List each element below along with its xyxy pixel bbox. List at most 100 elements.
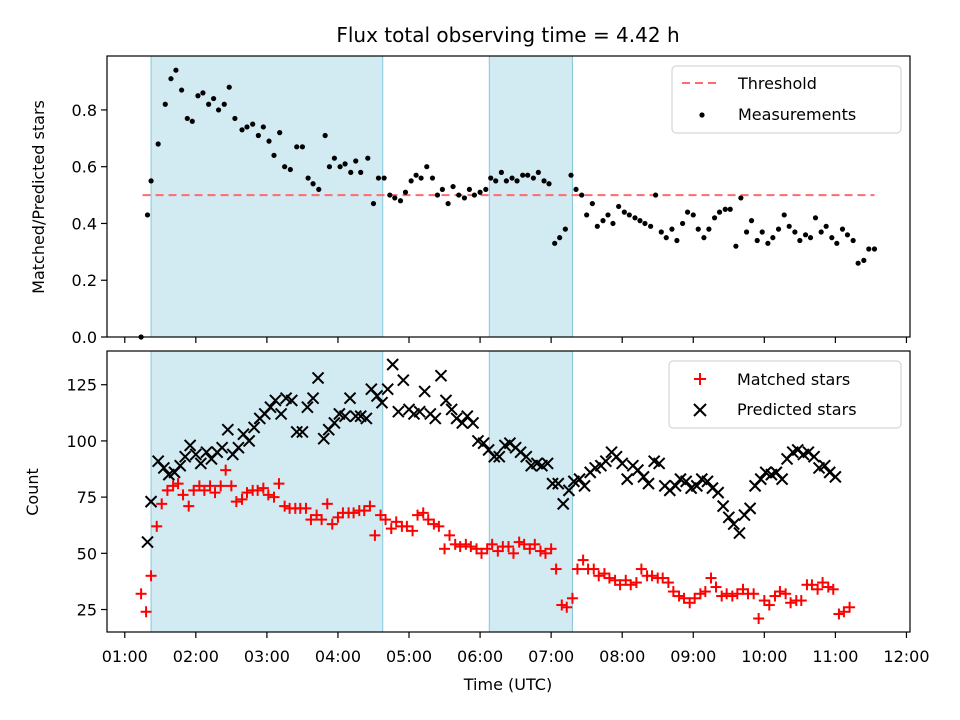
matched-star-point bbox=[550, 563, 562, 575]
matched-star-point bbox=[135, 588, 147, 600]
measurement-point bbox=[568, 172, 574, 178]
x-tick-label: 05:00 bbox=[386, 647, 432, 666]
measurement-point bbox=[579, 192, 585, 198]
measurement-point bbox=[807, 235, 814, 241]
measurement-point bbox=[632, 215, 638, 221]
measurement-point bbox=[727, 206, 733, 212]
measurement-point bbox=[716, 209, 723, 215]
measurement-point bbox=[342, 161, 348, 167]
measurement-point bbox=[706, 226, 712, 232]
predicted-star-point bbox=[173, 459, 187, 472]
matched-star-point bbox=[475, 547, 487, 559]
predicted-star-point bbox=[716, 499, 730, 513]
measurement-point bbox=[552, 240, 558, 246]
predicted-star-point bbox=[573, 472, 586, 486]
predicted-star-point bbox=[381, 383, 394, 396]
measurement-point bbox=[392, 195, 398, 201]
measurement-point bbox=[525, 172, 531, 178]
y-tick-label: 0.0 bbox=[72, 328, 97, 347]
predicted-star-point bbox=[546, 477, 559, 490]
bottom-legend: Matched stars Predicted stars bbox=[668, 360, 902, 429]
matched-star-point bbox=[300, 502, 312, 514]
matched-star-point bbox=[699, 586, 711, 598]
predicted-star-point bbox=[552, 477, 565, 490]
matched-star-point bbox=[838, 606, 850, 618]
matched-star-point bbox=[726, 590, 738, 602]
predicted-star-point bbox=[599, 454, 613, 468]
measurement-point bbox=[637, 218, 643, 224]
shaded-interval bbox=[488, 350, 573, 633]
predicted-star-point bbox=[578, 479, 591, 493]
measurement-point bbox=[855, 260, 861, 266]
measurement-point bbox=[520, 172, 526, 178]
measurement-point bbox=[493, 178, 499, 184]
predicted-stars-series bbox=[141, 358, 842, 549]
matched-star-point bbox=[230, 496, 242, 508]
measurement-point bbox=[348, 169, 354, 175]
measurement-point bbox=[461, 195, 468, 201]
matched-star-point bbox=[817, 577, 829, 589]
matched-star-point bbox=[748, 588, 760, 600]
measurement-point bbox=[331, 155, 337, 161]
measurement-point bbox=[466, 186, 473, 193]
measurement-point bbox=[316, 186, 322, 193]
measurement-point bbox=[754, 237, 760, 244]
measurement-point bbox=[282, 164, 288, 170]
predicted-star-point bbox=[520, 450, 533, 463]
matched-star-point bbox=[657, 572, 669, 584]
measurement-point bbox=[792, 229, 798, 235]
measurement-point bbox=[621, 209, 627, 215]
measurement-point bbox=[829, 235, 835, 241]
predicted-star-point bbox=[232, 441, 245, 454]
measurement-point bbox=[733, 243, 739, 249]
measurement-point bbox=[353, 158, 359, 164]
predicted-star-point bbox=[274, 407, 288, 421]
matched-star-point bbox=[518, 538, 530, 550]
matched-star-point bbox=[220, 464, 232, 476]
predicted-star-point bbox=[466, 416, 480, 430]
predicted-star-point bbox=[488, 450, 501, 463]
matched-star-point bbox=[145, 570, 157, 582]
measurement-point bbox=[483, 186, 489, 193]
y-tick-label: 25 bbox=[77, 601, 97, 620]
matched-star-point bbox=[241, 487, 253, 499]
shaded-interval bbox=[150, 55, 384, 338]
predicted-star-point bbox=[285, 394, 298, 407]
predicted-star-point bbox=[144, 495, 158, 508]
predicted-star-point bbox=[375, 396, 389, 409]
measurement-point bbox=[255, 132, 261, 139]
predicted-star-point bbox=[615, 457, 629, 470]
predicted-star-point bbox=[429, 412, 442, 425]
x-tick-label: 07:00 bbox=[528, 647, 574, 666]
matched-star-point bbox=[321, 498, 333, 510]
measurement-point bbox=[781, 212, 787, 218]
measurement-point bbox=[722, 206, 728, 212]
matched-star-point bbox=[209, 487, 221, 499]
predicted-star-point bbox=[493, 450, 506, 463]
matched-stars-series bbox=[135, 464, 856, 625]
bottom-axes-frame bbox=[106, 350, 911, 633]
measurement-point bbox=[690, 212, 696, 218]
measurement-point bbox=[277, 130, 283, 136]
matched-star-point bbox=[167, 480, 179, 492]
predicted-star-point bbox=[296, 425, 309, 439]
top-axes-frame bbox=[106, 55, 911, 338]
measurement-point bbox=[594, 223, 600, 229]
predicted-star-point bbox=[620, 472, 634, 486]
bottom-y-ticks: 25 50 75 100 125 bbox=[66, 376, 107, 620]
matched-star-point bbox=[449, 538, 461, 550]
measurement-point bbox=[498, 169, 504, 175]
predicted-star-point bbox=[183, 439, 197, 452]
predicted-star-point bbox=[829, 470, 842, 484]
measurement-point bbox=[530, 175, 536, 181]
measurement-point bbox=[381, 175, 387, 181]
measurement-point bbox=[260, 124, 266, 130]
measurement-point bbox=[695, 226, 701, 232]
measurement-point bbox=[266, 138, 272, 144]
measurement-point bbox=[358, 169, 364, 175]
bottom-panel: 25 50 75 100 125 01:00 02:00 03:00 04:00 05:00 06… bbox=[23, 337, 930, 694]
matched-star-point bbox=[827, 583, 839, 595]
matched-star-point bbox=[380, 514, 392, 526]
matched-star-point bbox=[172, 478, 184, 490]
matched-star-point bbox=[689, 592, 701, 604]
